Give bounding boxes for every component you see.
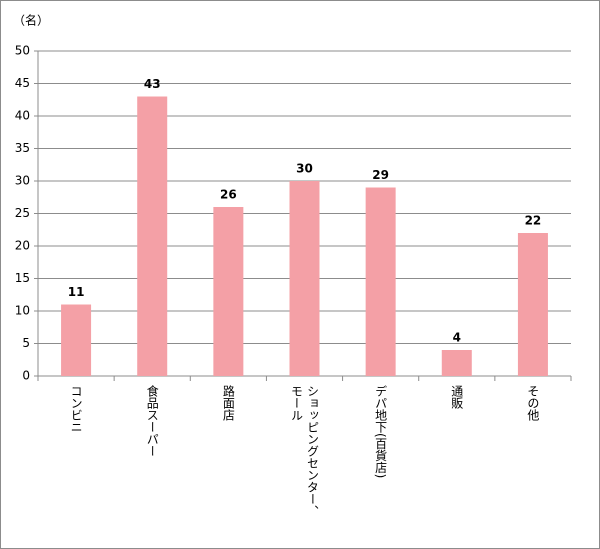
bar — [441, 350, 472, 376]
y-tick-label: 20 — [15, 239, 30, 253]
y-tick-label: 50 — [15, 44, 30, 58]
bar — [365, 187, 396, 376]
value-label: 26 — [220, 188, 237, 202]
x-tick-label: その他 — [525, 385, 540, 421]
bar — [517, 233, 548, 376]
x-tick-label: デパ地下(百貨店) — [373, 385, 388, 479]
value-label: 30 — [296, 162, 313, 176]
x-tick-label: 路面店 — [221, 385, 236, 421]
y-unit-label: （名） — [13, 13, 49, 28]
y-tick-label: 35 — [15, 141, 30, 155]
y-tick-label: 0 — [22, 369, 30, 383]
value-label: 11 — [68, 285, 85, 299]
bar — [137, 96, 168, 376]
y-tick-label: 45 — [15, 76, 30, 90]
y-tick-label: 40 — [15, 109, 30, 123]
y-tick-label: 5 — [22, 336, 30, 350]
x-tick-label: 食品スーパー — [145, 385, 160, 457]
y-tick-label: 10 — [15, 304, 30, 318]
y-tick-label: 30 — [15, 174, 30, 188]
value-label: 43 — [144, 77, 161, 91]
y-tick-label: 25 — [15, 206, 30, 220]
x-tick-label: 通販 — [449, 385, 464, 409]
bar — [289, 181, 320, 376]
value-label: 29 — [372, 168, 389, 182]
value-label: 22 — [525, 214, 542, 228]
x-tick-label: コンビニ — [69, 385, 84, 433]
x-tick-label: ショッピングセンター、モール — [289, 385, 320, 517]
y-tick-label: 15 — [15, 271, 30, 285]
value-label: 4 — [453, 331, 461, 345]
bar — [213, 207, 244, 376]
bar — [61, 304, 92, 376]
